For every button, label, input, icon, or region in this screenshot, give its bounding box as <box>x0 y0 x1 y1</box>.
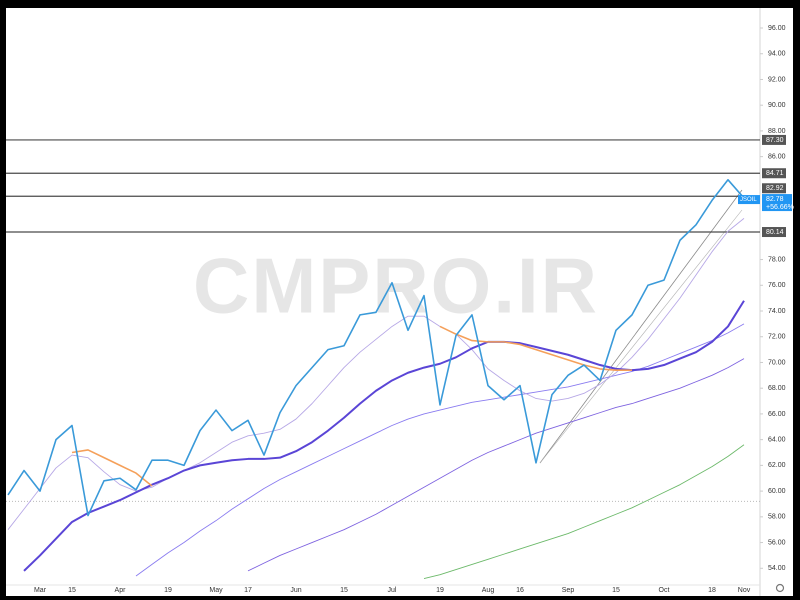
x-tick-label: 15 <box>340 587 348 594</box>
x-tick-label: Oct <box>659 587 670 594</box>
level-label: 80.14 <box>766 229 784 236</box>
series-line <box>135 323 745 577</box>
y-tick-label: 96.00 <box>768 25 786 32</box>
level-label-box <box>762 168 786 179</box>
y-tick-label: 68.00 <box>768 385 786 392</box>
y-tick-label: 78.00 <box>768 256 786 263</box>
y-tick-label: 90.00 <box>768 102 786 109</box>
chart-background <box>6 8 793 596</box>
level-label: 87.30 <box>766 137 784 144</box>
x-tick-label: Apr <box>115 587 127 594</box>
x-tick-label: Aug <box>482 587 495 594</box>
symbol-tag-box <box>738 195 760 205</box>
x-tick-label: Sep <box>562 587 575 594</box>
x-tick-label: Jul <box>388 587 397 594</box>
x-tick-label: 15 <box>612 587 620 594</box>
x-tick-label: 15 <box>68 587 76 594</box>
x-tick-label: 18 <box>708 587 716 594</box>
y-tick-label: 66.00 <box>768 411 786 418</box>
y-tick-label: 64.00 <box>768 436 786 443</box>
y-tick-label: 54.00 <box>768 565 786 572</box>
watermark: CMPRO.IR <box>193 242 599 330</box>
axes: 54.00 56.00 58.00 60.00 62.00 64.00 66.00 68.00… <box>34 25 794 594</box>
series-line <box>71 325 632 487</box>
y-tick-label: 74.00 <box>768 308 786 315</box>
trend-line <box>539 189 743 464</box>
x-tick-label: 16 <box>516 587 524 594</box>
price-tag: 82.78 <box>766 196 784 203</box>
y-tick-label: 60.00 <box>768 488 786 495</box>
y-tick-label: 70.00 <box>768 359 786 366</box>
y-tick-label: 92.00 <box>768 76 786 83</box>
y-tick-label: 58.00 <box>768 514 786 521</box>
x-tick-label: 19 <box>436 587 444 594</box>
symbol-tag: JSOIL <box>740 197 757 203</box>
level-label-box <box>762 227 786 238</box>
settings-icon[interactable] <box>775 583 785 593</box>
x-tick-label: Jun <box>290 587 301 594</box>
x-tick-label: Nov <box>738 587 751 594</box>
y-tick-label: 88.00 <box>768 128 786 135</box>
price-tag-box <box>762 194 792 212</box>
x-tick-label: 17 <box>244 587 252 594</box>
x-tick-label: May <box>209 587 223 594</box>
y-tick-label: 56.00 <box>768 539 786 546</box>
level-label-box <box>762 134 786 145</box>
level-label: 84.71 <box>766 170 784 177</box>
x-tick-label: 19 <box>164 587 172 594</box>
y-tick-label: 62.00 <box>768 462 786 469</box>
series-line <box>7 178 745 517</box>
change-tag: +56.66% <box>766 204 794 211</box>
x-tick-label: Mar <box>34 587 47 594</box>
level-label-box <box>762 183 786 194</box>
series-line <box>7 218 745 530</box>
series-line <box>247 358 745 572</box>
level-label: 82.92 <box>766 185 784 192</box>
plot-area <box>6 139 760 580</box>
y-tick-label: 86.00 <box>768 153 786 160</box>
y-tick-label: 72.00 <box>768 334 786 341</box>
y-tick-label: 76.00 <box>768 282 786 289</box>
series-line <box>423 444 745 580</box>
y-tick-label: 94.00 <box>768 51 786 58</box>
